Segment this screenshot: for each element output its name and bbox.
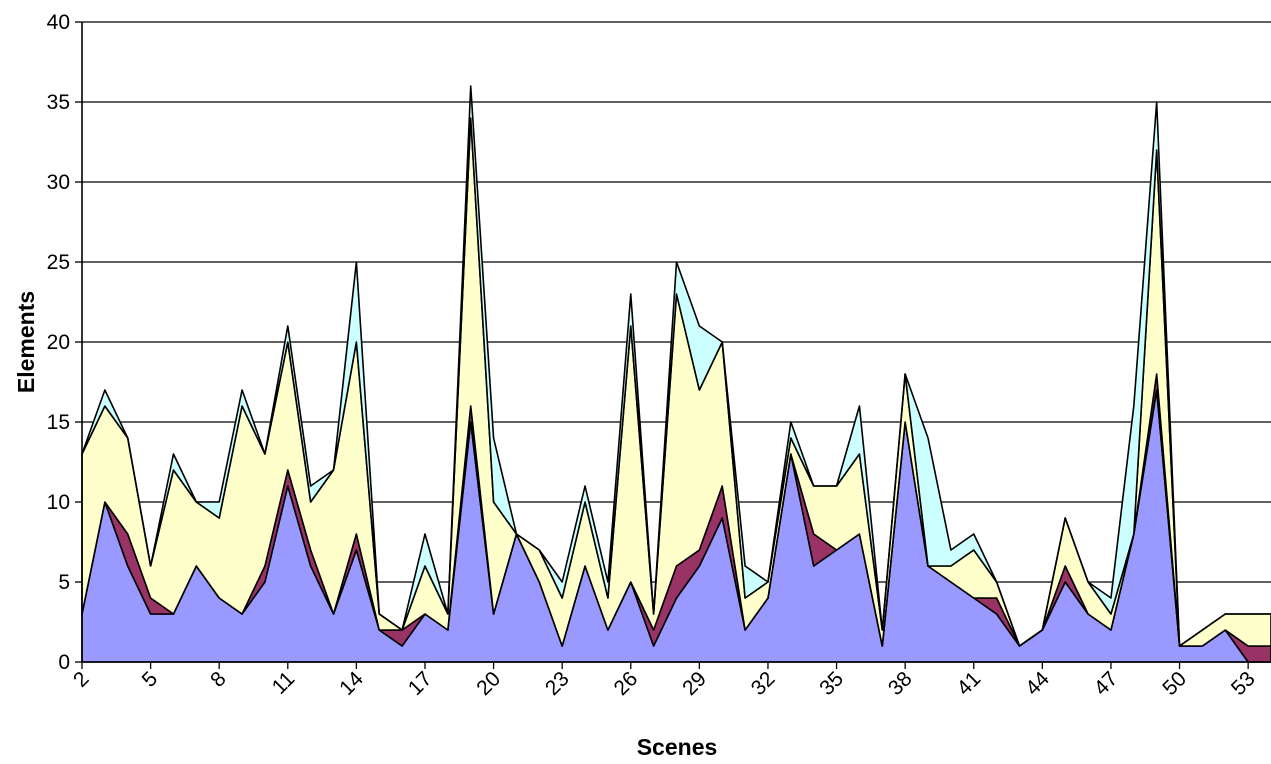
y-tick-label: 30 [47,171,70,194]
y-tick-label: 35 [47,91,70,114]
x-tick-label: 8 [206,667,231,692]
y-axis-title: Elements [13,291,39,393]
x-tick-label: 26 [610,667,643,700]
axes [75,21,1271,669]
x-tick-label: 50 [1158,667,1191,700]
y-tick-label: 40 [47,11,70,34]
x-tick-label: 14 [335,667,368,700]
x-tick-label: 32 [747,667,780,700]
x-tick-labels: 2 5 8 11 14 17 20 23 26 29 32 35 38 41 44 47 50 53 [69,667,1260,700]
x-tick-label: 38 [884,667,917,700]
x-tick-label: 2 [69,667,94,692]
y-tick-label: 5 [58,571,70,594]
x-tick-label: 11 [268,667,300,699]
x-tick-label: 53 [1227,667,1260,700]
x-tick-label: 20 [472,667,505,700]
x-axis-title: Scenes [637,734,718,760]
x-tick-label: 23 [541,667,574,700]
x-tick-label: 35 [815,667,848,700]
x-tick-label: 5 [138,667,163,692]
x-tick-label: 41 [953,667,986,700]
x-tick-label: 47 [1090,667,1123,700]
y-tick-label: 15 [47,411,70,434]
series-area-3 [81,117,1271,647]
y-tick-label: 0 [58,651,70,674]
series-areas [81,85,1271,663]
y-tick-label: 25 [47,251,70,274]
y-tick-label: 10 [47,491,70,514]
series-area-4 [81,85,1271,647]
y-tick-labels: 0 5 10 15 20 25 30 35 40 [47,11,70,674]
y-tick-label: 20 [47,331,70,354]
x-tick-label: 17 [404,667,437,700]
x-tick-label: 29 [678,667,711,700]
x-tick-label: 44 [1021,667,1054,700]
